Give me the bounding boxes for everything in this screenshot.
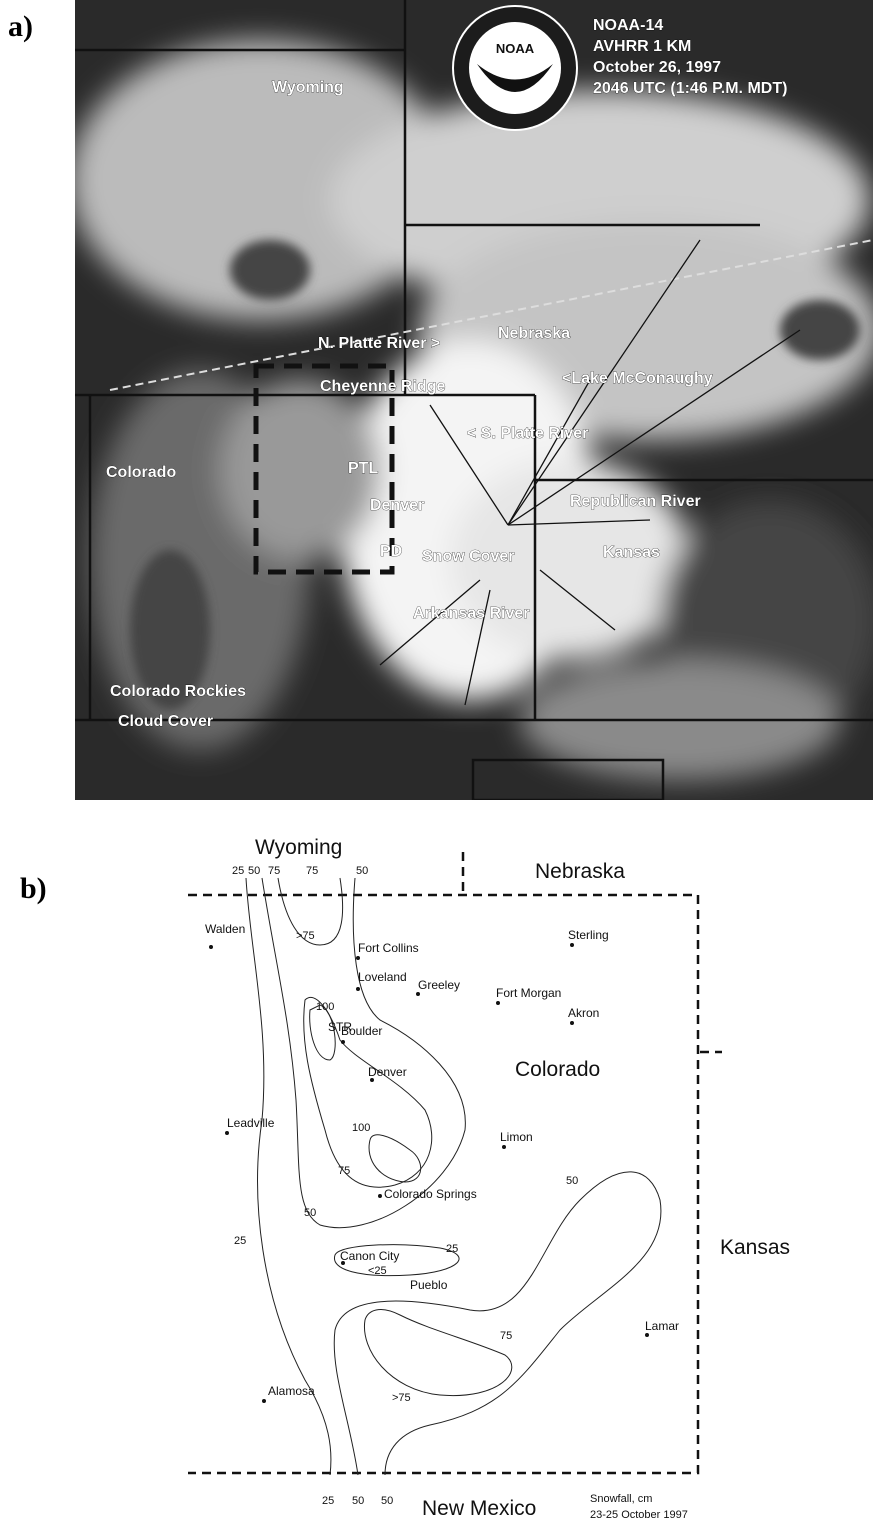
state-label: New Mexico: [422, 1497, 536, 1520]
map-label: Cloud Cover: [118, 713, 213, 730]
contour-label: 75: [306, 865, 318, 877]
header-line: AVHRR 1 KM: [593, 38, 691, 55]
map-label: Cheyenne Ridge: [320, 378, 445, 395]
state-label: Nebraska: [535, 860, 625, 883]
city-label: Fort Collins: [358, 941, 419, 955]
map-label: < S. Platte River: [467, 425, 588, 442]
city-label: Akron: [568, 1006, 599, 1020]
contour-label: 50: [356, 865, 368, 877]
contour-label: 75: [500, 1330, 512, 1342]
state-border: [188, 852, 722, 1473]
city-dot: [262, 1399, 266, 1403]
city-dot: [356, 987, 360, 991]
figure: a) NOAA NOAA-14 AVHRR 1 KM October 26, 199…: [0, 0, 873, 1527]
city-label: Fort Morgan: [496, 986, 561, 1000]
contour-label: 75: [338, 1165, 350, 1177]
map-label: Nebraska: [498, 325, 570, 342]
contour-label: <25: [368, 1265, 387, 1277]
city-label: Pueblo: [410, 1278, 448, 1292]
contour-label: 50: [566, 1175, 578, 1187]
city-label: Leadville: [227, 1116, 275, 1130]
contour-label: >75: [296, 930, 315, 942]
contour-label: 50: [248, 865, 260, 877]
city-label: Loveland: [358, 970, 407, 984]
contour-label: 50: [352, 1495, 364, 1507]
city-label: Canon City: [340, 1249, 399, 1263]
map-label: Republican River: [570, 493, 701, 510]
map-label: Colorado Rockies: [110, 683, 246, 700]
contour-label: 25: [232, 865, 244, 877]
map-label: Colorado: [106, 464, 176, 481]
contour-label: 50: [304, 1207, 316, 1219]
panel-label: b): [20, 872, 47, 905]
city-label: Sterling: [568, 928, 609, 942]
map-label: Kansas: [603, 544, 660, 561]
header-line: 2046 UTC (1:46 P.M. MDT): [593, 80, 787, 97]
site-label: STR: [328, 1020, 352, 1034]
contour-label: 25: [446, 1243, 458, 1255]
caption: 23-25 October 1997: [590, 1509, 688, 1521]
contour-label: 100: [352, 1122, 370, 1134]
city-dot: [209, 945, 213, 949]
city-label: Alamosa: [268, 1384, 315, 1398]
city-label: Limon: [500, 1130, 533, 1144]
contour-label: 25: [322, 1495, 334, 1507]
contour-label: >75: [392, 1392, 411, 1404]
contour-label: 50: [381, 1495, 393, 1507]
logo: NOAA: [496, 41, 535, 56]
city-label: Denver: [368, 1065, 407, 1079]
header-line: October 26, 1997: [593, 59, 721, 76]
map-label: <Lake McConaughy: [562, 370, 713, 387]
map-label: PTL: [348, 460, 378, 477]
state-label: Kansas: [720, 1236, 790, 1259]
state-label: Wyoming: [255, 836, 342, 859]
city-dot: [416, 992, 420, 996]
header-line: NOAA-14: [593, 17, 663, 34]
map-label: Arkansas River: [413, 605, 530, 622]
city-dot: [341, 1040, 345, 1044]
state-label: Colorado: [515, 1058, 600, 1081]
city-dot: [496, 1001, 500, 1005]
satellite-image: [65, 0, 873, 800]
city-dot: [356, 956, 360, 960]
city-dot: [645, 1333, 649, 1337]
map-label: PD: [380, 543, 402, 560]
contour-label: 75: [268, 865, 280, 877]
contour-label: 100: [316, 1001, 334, 1013]
map-label: Denver: [370, 497, 424, 514]
city-dot: [502, 1145, 506, 1149]
city-label: Greeley: [418, 978, 460, 992]
city-label: Walden: [205, 922, 245, 936]
city-label: Lamar: [645, 1319, 679, 1333]
city-dot: [378, 1194, 382, 1198]
map-label: Wyoming: [272, 79, 344, 96]
city-dot: [225, 1131, 229, 1135]
city-label: Colorado Springs: [384, 1187, 477, 1201]
caption: Snowfall, cm: [590, 1493, 652, 1505]
map-label: Snow Cover: [422, 548, 514, 565]
panel-label: a): [8, 10, 33, 43]
city-dot: [570, 943, 574, 947]
contour-label: 25: [234, 1235, 246, 1247]
map-label: N. Platte River >: [318, 335, 440, 352]
city-dot: [570, 1021, 574, 1025]
